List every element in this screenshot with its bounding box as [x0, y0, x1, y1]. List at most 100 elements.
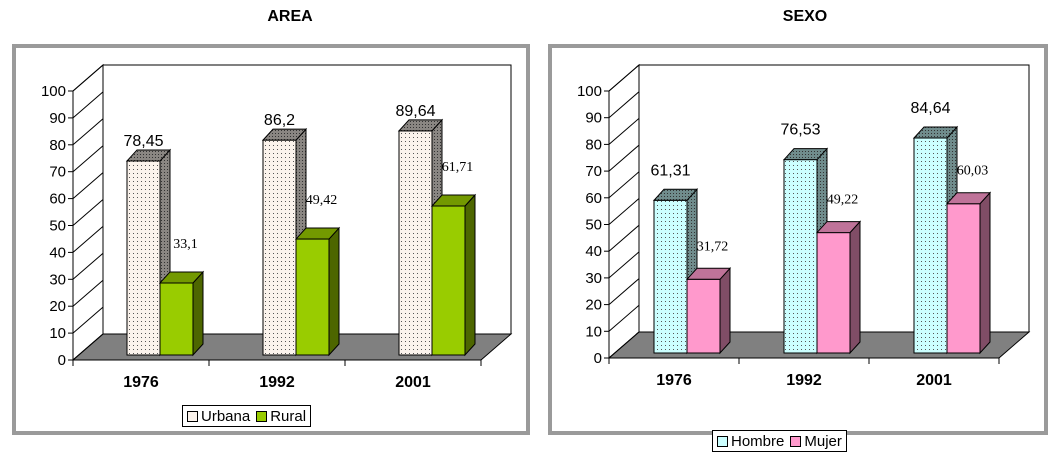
legend-label-hombre: Hombre: [731, 432, 785, 450]
data-label-mujer-2001: 60,03: [957, 164, 989, 179]
bar-rural-1992-top: [294, 227, 341, 240]
bar-mujer-1976-top: [685, 267, 732, 280]
data-label-rural-1992: 49,42: [306, 193, 338, 208]
bar-rural-2001-front: [431, 205, 466, 356]
sexo-chart-svg: 0 10 20 30 40 50 60 70 80 90 100 1976 1992 2001 61,31 3…: [577, 63, 1031, 389]
bar-urbana-2001-top: [397, 119, 444, 132]
data-label-rural-1976: 33,1: [173, 237, 198, 252]
bar-rural-1976-front: [159, 282, 194, 356]
y-tick-label: 40: [49, 244, 66, 261]
bar-rural-1992: [294, 226, 341, 357]
bar-hombre-1976-front: [653, 199, 688, 354]
sexo-chart-panel: 0 10 20 30 40 50 60 70 80 90 100 1976 1992 2001 61,31 3…: [548, 44, 1048, 452]
y-wall-line: [72, 64, 104, 92]
y-tick-label: 30: [585, 270, 602, 287]
y-wall-line: [608, 278, 640, 305]
y-tick-label: 90: [49, 110, 66, 127]
bar-rural-1976-side: [192, 270, 204, 357]
bar-urbana-1976-top: [125, 149, 172, 162]
bar-rural-1976-top: [158, 271, 205, 284]
y-tick-label: 50: [585, 217, 602, 234]
bar-hombre-2001-front: [913, 137, 948, 354]
data-label-urbana-1992: 86,2: [264, 112, 295, 129]
y-tick-label: 80: [585, 136, 602, 153]
bar-mujer-1992: [815, 220, 862, 355]
hombre-swatch-icon: [717, 435, 728, 447]
y-tick-label: 10: [585, 323, 602, 340]
y-wall-line: [608, 198, 640, 225]
y-wall-line: [72, 91, 104, 119]
bar-urbana-1992-top: [261, 128, 308, 141]
data-label-urbana-2001: 89,64: [395, 103, 435, 120]
bar-rural-1976: [158, 270, 205, 357]
legend-label-rural: Rural: [270, 407, 307, 425]
y-wall-line: [72, 279, 104, 307]
y-wall-line: [608, 171, 640, 199]
legend-item-urbana: Urbana: [187, 408, 250, 425]
bar-rural-2001: [430, 193, 477, 357]
area-chart-svg: 0 10 20 30 40 50 60 70 80 90 100 1976 1992 2001 78,45 3…: [41, 63, 513, 391]
bar-urbana-1976: [125, 148, 172, 357]
y-tick-label: 70: [585, 163, 602, 180]
bar-hombre-1992-top: [782, 148, 829, 161]
bar-hombre-1992-front: [783, 159, 818, 354]
area-legend: Urbana Rural: [182, 405, 312, 427]
data-label-hombre-2001: 84,64: [910, 100, 950, 117]
data-label-mujer-1976: 31,72: [697, 239, 729, 254]
y-wall-line: [608, 331, 640, 359]
bar-hombre-1976-top: [652, 188, 699, 201]
bar-mujer-2001-side: [979, 191, 991, 355]
bar-mujer-2001-front: [946, 203, 981, 354]
data-label-hombre-1976: 61,31: [650, 162, 690, 179]
bar-mujer-1976-side: [719, 267, 731, 355]
y-wall-line: [608, 304, 640, 332]
x-tick-label-2001: 2001: [395, 374, 431, 391]
y-tick-label: 40: [585, 243, 602, 260]
bar-urbana-1976-front: [126, 160, 161, 356]
bar-mujer-1992-side: [849, 220, 861, 355]
y-wall-line: [608, 64, 640, 92]
legend-item-rural: Rural: [256, 408, 306, 425]
x-tick-label-1976: 1976: [656, 372, 692, 389]
y-wall-line: [72, 199, 104, 226]
y-tick-label: 30: [49, 271, 66, 288]
sexo-legend: Hombre Mujer: [712, 430, 847, 452]
bar-mujer-1976-front: [686, 278, 721, 354]
y-tick-label: 100: [577, 83, 602, 100]
bar-urbana-2001-front: [398, 130, 433, 356]
area-chart-panel: 0 10 20 30 40 50 60 70 80 90 100 1976 1992 2001 78,45 3…: [12, 44, 530, 435]
y-tick-label: 90: [585, 110, 602, 127]
legend-label-urbana: Urbana: [201, 407, 251, 425]
y-tick-label: 20: [585, 297, 602, 314]
y-tick-label: 0: [594, 350, 602, 367]
x-tick-label-2001: 2001: [916, 372, 952, 389]
y-tick-label: 80: [49, 137, 66, 154]
y-tick-label: 20: [49, 298, 66, 315]
y-wall-line: [608, 91, 640, 119]
y-tick-label: 0: [58, 352, 66, 369]
y-tick-label: 60: [585, 190, 602, 207]
y-wall-line: [72, 333, 104, 361]
bar-rural-2001-top: [430, 194, 477, 207]
data-label-hombre-1992: 76,53: [780, 122, 820, 139]
x-tick-label-1992: 1992: [786, 372, 822, 389]
bar-mujer-1976: [685, 267, 732, 355]
data-label-urbana-1976: 78,45: [123, 133, 163, 150]
legend-label-mujer: Mujer: [804, 432, 842, 450]
y-wall-line: [72, 145, 104, 173]
x-tick-label-1992: 1992: [259, 374, 295, 391]
legend-item-mujer: Mujer: [790, 433, 842, 450]
y-tick-label: 60: [49, 191, 66, 208]
y-wall-line: [72, 306, 104, 334]
bar-rural-1992-side: [328, 226, 340, 357]
y-wall-line: [608, 118, 640, 145]
bar-mujer-2001-top: [945, 192, 992, 205]
y-wall-line: [608, 224, 640, 252]
bar-mujer-1992-top: [815, 221, 862, 234]
mujer-swatch-icon: [790, 435, 802, 447]
y-wall-line: [72, 118, 104, 146]
y-wall-line: [72, 226, 104, 253]
bar-mujer-1992-front: [816, 232, 851, 354]
data-label-rural-2001: 61,71: [442, 160, 474, 175]
y-tick-label: 50: [49, 218, 66, 235]
